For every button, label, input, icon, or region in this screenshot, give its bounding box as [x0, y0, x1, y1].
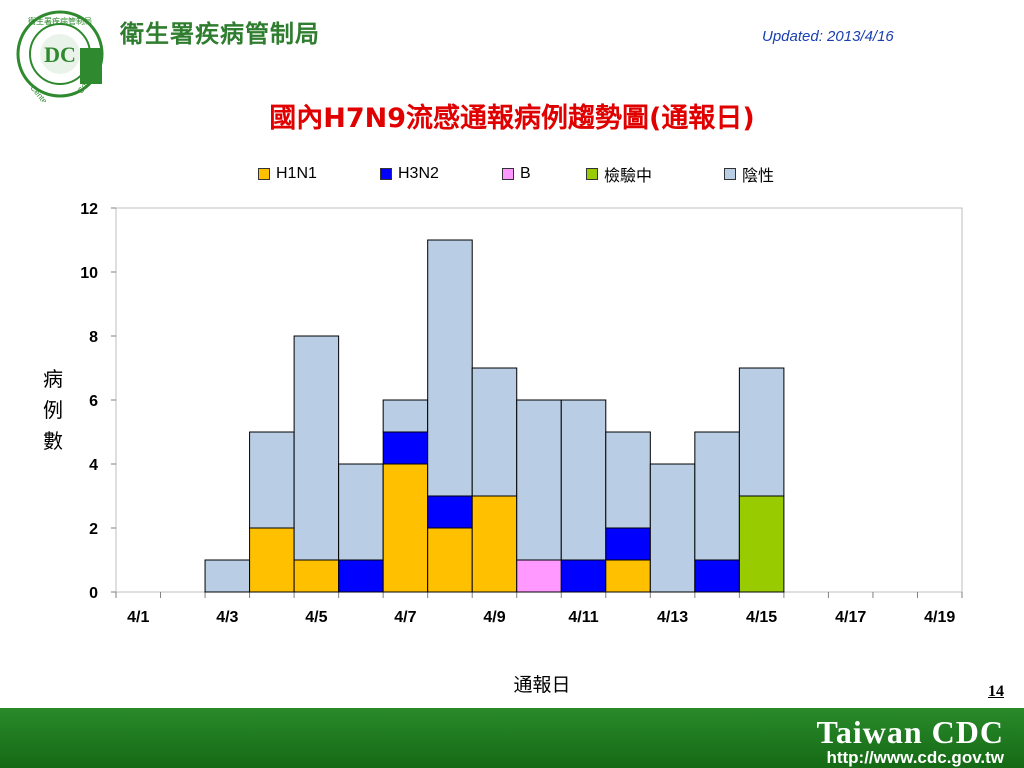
- bar-segment: [471, 495, 518, 593]
- bar-segment: [560, 399, 607, 561]
- bar-segment: [516, 559, 562, 593]
- bar-segment: [427, 239, 473, 497]
- org-name: 衛生署疾病管制局: [120, 20, 320, 48]
- page-number: 14: [988, 683, 1004, 700]
- legend-item: B: [502, 163, 531, 185]
- legend-item: H3N2: [380, 163, 439, 185]
- y-axis-label-char: 例: [43, 398, 63, 422]
- y-tick-label: 8: [89, 329, 98, 346]
- bar-segment: [605, 527, 651, 561]
- legend-swatch: [724, 168, 736, 180]
- x-tick-label: 4/9: [483, 609, 505, 626]
- bar-segment: [427, 495, 473, 529]
- x-tick-label: 4/19: [924, 609, 955, 626]
- cdc-logo: DC Center Control 衛生署疾病管制局: [16, 10, 104, 102]
- bar-segment: [382, 399, 429, 433]
- y-axis-label-char: 數: [43, 429, 63, 453]
- legend-label: H1N1: [276, 165, 317, 182]
- x-tick-label: 4/7: [394, 609, 416, 626]
- legend-item: 檢驗中: [586, 163, 652, 185]
- bar-segment: [338, 559, 384, 593]
- legend-item: 陰性: [724, 163, 774, 185]
- y-axis-label: 病例數: [38, 364, 68, 457]
- legend-swatch: [380, 168, 392, 180]
- bar-segment: [738, 367, 785, 497]
- bar-segment: [338, 463, 384, 561]
- legend-item: H1N1: [258, 163, 317, 185]
- y-tick-label: 4: [89, 457, 98, 474]
- legend-swatch: [586, 168, 598, 180]
- bar-segment: [293, 335, 340, 561]
- bar-segment: [204, 559, 251, 593]
- x-tick-label: 4/3: [216, 609, 238, 626]
- logo-text-top: 衛生署疾病管制局: [28, 16, 92, 26]
- legend-label: 檢驗中: [604, 168, 653, 185]
- chart-legend: H1N1 H3N2 B 檢驗中 陰性: [0, 163, 1024, 185]
- footer-bar: Taiwan CDC http://www.cdc.gov.tw: [0, 708, 1024, 768]
- y-tick-label: 6: [89, 393, 98, 410]
- logo-letters: DC: [44, 42, 76, 67]
- y-tick-label: 0: [89, 585, 98, 602]
- x-tick-label: 4/15: [746, 609, 777, 626]
- legend-label: B: [520, 165, 531, 182]
- x-tick-label: 4/1: [127, 609, 149, 626]
- legend-label: H3N2: [398, 165, 439, 182]
- bar-segment: [293, 559, 340, 593]
- legend-swatch: [258, 168, 270, 180]
- footer-url[interactable]: http://www.cdc.gov.tw: [826, 748, 1004, 767]
- bar-segment: [516, 399, 562, 561]
- y-tick-label: 2: [89, 521, 98, 538]
- legend-swatch: [502, 168, 514, 180]
- y-axis-label-char: 病: [43, 367, 63, 391]
- bar-segment: [738, 495, 785, 593]
- x-tick-label: 4/17: [835, 609, 866, 626]
- bar-segment: [382, 463, 429, 593]
- x-tick-label: 4/11: [568, 609, 598, 626]
- bar-segment: [249, 431, 295, 529]
- bar-segment: [471, 367, 518, 497]
- legend-label: 陰性: [742, 168, 775, 185]
- bar-segment: [605, 431, 651, 529]
- bar-segment: [427, 527, 473, 593]
- chart: 0 2 4 6 8 10 12 4/1 4/3 4/5 4/7 4/9 4/11 4/13 4/15 4/17…: [80, 201, 963, 626]
- y-tick-label: 12: [80, 201, 98, 218]
- footer-brand: Taiwan CDC: [816, 714, 1004, 750]
- bar-segment: [249, 527, 295, 593]
- x-tick-label: 4/5: [305, 609, 327, 626]
- updated-date: Updated: 2013/4/16: [762, 28, 894, 45]
- x-tick-label: 4/13: [657, 609, 688, 626]
- chart-title: 國內H7N9流感通報病例趨勢圖(通報日): [269, 103, 755, 134]
- bar-segment: [560, 559, 607, 593]
- bar-segment: [694, 559, 740, 593]
- bar-segment: [382, 431, 429, 465]
- x-axis-label: 通報日: [513, 674, 571, 696]
- bar-segment: [605, 559, 651, 593]
- y-tick-label: 10: [80, 265, 98, 282]
- bar-segment: [649, 463, 696, 593]
- bar-segment: [694, 431, 740, 561]
